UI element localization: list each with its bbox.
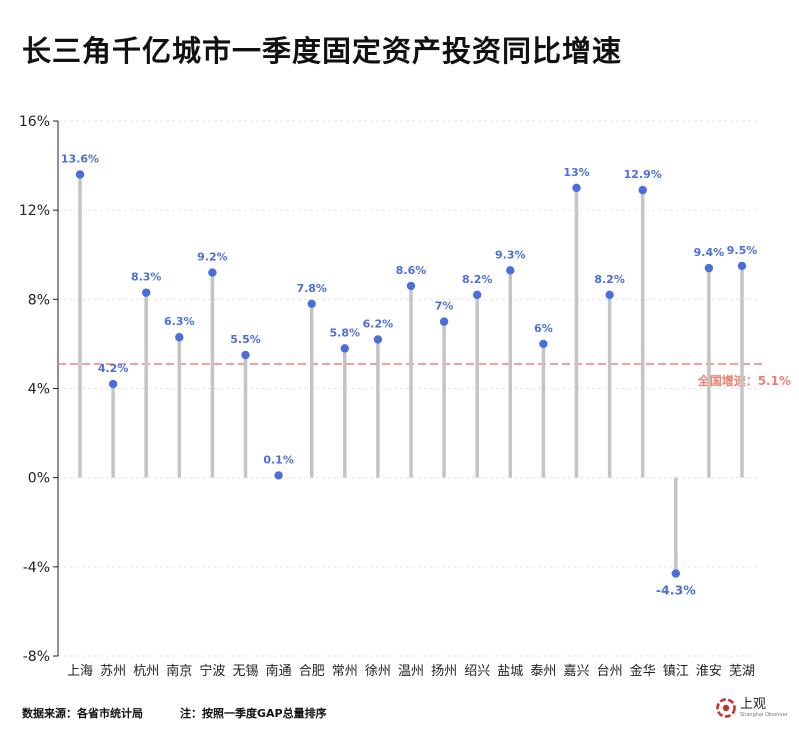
x-category-label: 温州 bbox=[398, 664, 424, 679]
data-label: 9.2% bbox=[197, 251, 228, 264]
category-labels: 上海 苏州 杭州 南京 宁波 无锡 南通 合肥 常州 徐州 温州 扬州 绍兴 盐城 泰州 嘉兴 台州 金华 镇江 淮安… bbox=[67, 663, 755, 679]
data-point bbox=[704, 263, 714, 273]
footnote: 注：按照一季度GAP总量排序 bbox=[180, 707, 327, 720]
data-source: 数据来源：各省市统计局 bbox=[22, 707, 143, 720]
y-axis: -8% -4% 0% 4% 8% 12% 16% bbox=[19, 114, 59, 665]
reference-line-group: 全国增速：5.1% bbox=[58, 363, 791, 388]
data-label: 13% bbox=[563, 166, 589, 179]
y-tick-label: -8% bbox=[23, 649, 50, 665]
y-tick-label: -4% bbox=[23, 560, 50, 576]
y-tick-label: 8% bbox=[28, 292, 50, 308]
x-category-label: 常州 bbox=[332, 664, 358, 679]
data-point bbox=[274, 471, 283, 480]
data-point bbox=[605, 290, 614, 300]
data-label: 5.8% bbox=[330, 326, 361, 339]
y-tick-label: 0% bbox=[28, 471, 50, 487]
data-label: 8.2% bbox=[462, 273, 493, 286]
x-category-label: 南京 bbox=[166, 663, 192, 679]
x-category-label: 淮安 bbox=[696, 664, 722, 679]
value-labels: 13.6% 4.2% 8.3% 6.3% 9.2% 5.5% 0.1% 7.8% 5.8%6.2… bbox=[61, 153, 757, 598]
x-category-label: 台州 bbox=[597, 664, 623, 679]
data-point bbox=[473, 290, 482, 300]
data-point bbox=[572, 183, 581, 193]
data-label: 5.5% bbox=[230, 333, 261, 346]
data-label: 6.3% bbox=[164, 315, 195, 328]
stems bbox=[78, 174, 744, 574]
data-label: 6.2% bbox=[363, 317, 394, 330]
data-point bbox=[108, 379, 118, 389]
data-point bbox=[340, 344, 349, 353]
brand-logo: 上观 Shanghai Observer bbox=[716, 698, 788, 718]
x-category-label: 泰州 bbox=[530, 664, 556, 679]
page-title: 长三角千亿城市一季度固定资产投资同比增速 bbox=[22, 34, 623, 68]
data-point bbox=[75, 170, 85, 179]
x-category-label: 芜湖 bbox=[729, 664, 755, 679]
y-tick-label: 12% bbox=[19, 203, 50, 219]
points bbox=[75, 170, 747, 578]
data-point bbox=[208, 268, 217, 277]
y-tick-label: 16% bbox=[19, 114, 50, 130]
x-category-label: 绍兴 bbox=[464, 664, 490, 679]
x-category-label: 南通 bbox=[266, 663, 292, 679]
data-point bbox=[439, 317, 449, 326]
data-label: 0.1% bbox=[263, 453, 294, 466]
data-label: 9.4% bbox=[694, 246, 725, 259]
data-label: 7.8% bbox=[296, 282, 327, 295]
x-category-label: 杭州 bbox=[133, 664, 159, 679]
data-label: 8.6% bbox=[396, 264, 427, 277]
reference-line-label: 全国增速：5.1% bbox=[697, 373, 791, 388]
x-category-label: 镇江 bbox=[663, 664, 689, 679]
x-category-label: 宁波 bbox=[199, 663, 225, 679]
grid-lines bbox=[58, 120, 759, 657]
data-point bbox=[307, 299, 316, 308]
x-category-label: 上海 bbox=[67, 664, 93, 679]
data-point bbox=[142, 288, 151, 297]
logo-subtext: Shanghai Observer bbox=[740, 712, 788, 718]
data-point bbox=[671, 569, 680, 578]
data-label: 9.5% bbox=[727, 244, 758, 257]
data-label: 8.3% bbox=[131, 271, 162, 284]
x-category-label: 扬州 bbox=[431, 664, 457, 679]
data-point bbox=[737, 261, 747, 271]
y-tick-label: 4% bbox=[28, 382, 50, 398]
x-category-label: 金华 bbox=[630, 663, 656, 679]
data-label: 13.6% bbox=[61, 153, 99, 166]
data-point bbox=[539, 339, 548, 349]
data-label: 6% bbox=[534, 322, 553, 335]
data-label: -4.3% bbox=[656, 583, 696, 598]
x-category-label: 徐州 bbox=[365, 664, 391, 679]
x-category-label: 合肥 bbox=[299, 664, 325, 679]
x-category-label: 嘉兴 bbox=[563, 664, 589, 679]
data-point bbox=[175, 333, 184, 342]
x-category-label: 苏州 bbox=[100, 663, 126, 679]
data-label: 7% bbox=[435, 300, 454, 313]
data-label: 9.3% bbox=[495, 248, 526, 261]
data-point bbox=[638, 185, 647, 195]
x-category-label: 盐城 bbox=[497, 664, 523, 679]
data-label: 12.9% bbox=[624, 168, 662, 181]
data-label: 4.2% bbox=[98, 362, 129, 375]
x-category-label: 无锡 bbox=[232, 664, 258, 679]
shanghai-observer-logo-icon bbox=[716, 698, 736, 718]
logo-text: 上观 bbox=[740, 697, 767, 712]
data-point bbox=[506, 266, 515, 275]
data-label: 8.2% bbox=[594, 273, 625, 286]
data-point bbox=[406, 281, 416, 291]
data-point bbox=[241, 350, 250, 360]
data-point bbox=[373, 335, 383, 344]
